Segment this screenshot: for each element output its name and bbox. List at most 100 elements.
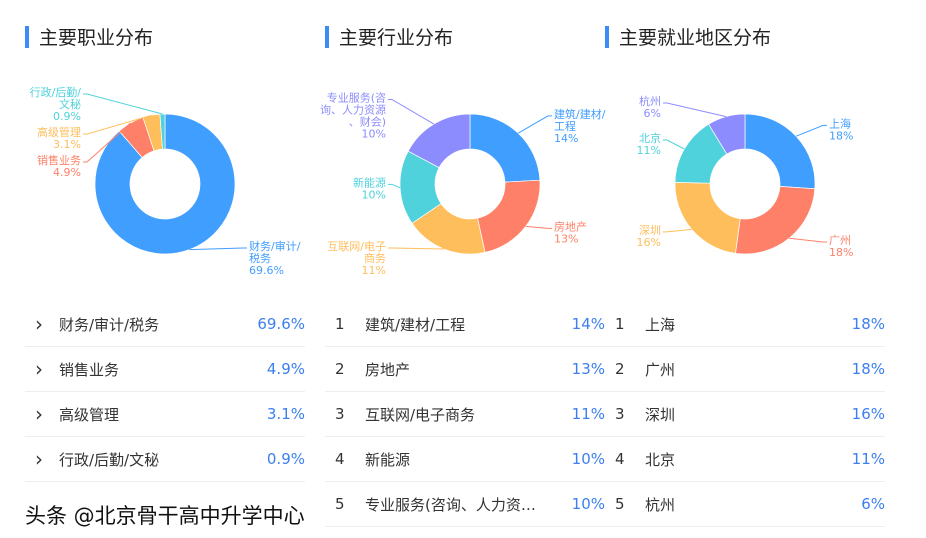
slice-label: 广州 18% <box>829 234 853 259</box>
panel-title: 主要行业分布 <box>325 26 453 50</box>
list-item[interactable]: 1 建筑/建材/工程 14% <box>325 302 605 347</box>
item-percent: 16% <box>851 405 885 423</box>
slice-label: 行政/后勤/文秘 0.9% <box>30 85 82 123</box>
chevron-right-icon: › <box>35 447 43 471</box>
list-item[interactable]: › 行政/后勤/文秘 0.9% <box>25 437 305 482</box>
list-item[interactable]: 2 房地产 13% <box>325 347 605 392</box>
list-item[interactable]: 1 上海 18% <box>605 302 885 347</box>
rank-number: 3 <box>335 405 345 423</box>
panel-industry: 主要行业分布 建筑/建材/工程 14% 房地产 13% 互联网/电子商务 11% 新能源 10… <box>320 0 615 538</box>
chevron-right-icon: › <box>35 402 43 426</box>
item-label: 新能源 <box>365 450 411 469</box>
leader-line <box>789 237 827 243</box>
item-label: 建筑/建材/工程 <box>365 315 466 334</box>
ranking-list: 1 上海 18% 2 广州 18% 3 深圳 16% 4 北京 11% 5 杭州 6% <box>605 302 885 527</box>
item-percent: 10% <box>571 450 605 468</box>
item-percent: 18% <box>851 360 885 378</box>
list-item[interactable]: 3 深圳 16% <box>605 392 885 437</box>
item-percent: 13% <box>571 360 605 378</box>
leader-line <box>83 122 131 163</box>
donut-slice[interactable] <box>469 113 541 183</box>
list-item[interactable]: › 高级管理 3.1% <box>25 392 305 437</box>
list-item[interactable]: 2 广州 18% <box>605 347 885 392</box>
chevron-right-icon: › <box>35 357 43 381</box>
slice-label: 专业服务(咨询、人力资源、财会) 10% <box>320 90 386 140</box>
donut-slice[interactable] <box>94 113 236 255</box>
ranking-list: › 财务/审计/税务 69.6% › 销售业务 4.9% › 高级管理 3.1% › 行政/后勤/文… <box>25 302 305 482</box>
slice-label: 高级管理 3.1% <box>37 125 81 151</box>
panel-title: 主要职业分布 <box>25 26 153 50</box>
slice-label: 建筑/建材/工程 14% <box>554 107 606 145</box>
item-percent: 0.9% <box>266 450 305 468</box>
rank-number: 4 <box>335 450 345 468</box>
leader-line <box>189 247 247 251</box>
donut-chart: 上海 18% 广州 18% 深圳 16% 北京 11% 杭州 6% <box>637 94 854 259</box>
slice-label: 深圳 16% <box>637 224 661 249</box>
leader-line <box>388 98 435 125</box>
item-percent: 10% <box>571 495 605 513</box>
leader-line <box>525 225 552 229</box>
item-percent: 11% <box>851 450 885 468</box>
ranking-list: 1 建筑/建材/工程 14% 2 房地产 13% 3 互联网/电子商务 11% 4 新能源 10% 5 专… <box>325 302 605 527</box>
donut-slice[interactable] <box>708 113 746 155</box>
item-percent: 6% <box>861 495 885 513</box>
donut-slice[interactable] <box>674 182 741 254</box>
list-item[interactable]: 3 互联网/电子商务 11% <box>325 392 605 437</box>
rank-number: 4 <box>615 450 625 468</box>
leader-line <box>663 102 727 118</box>
rank-number: 1 <box>335 315 345 333</box>
slice-label: 新能源 10% <box>353 175 386 201</box>
leader-line <box>517 115 552 134</box>
donut-chart: 建筑/建材/工程 14% 房地产 13% 互联网/电子商务 11% 新能源 10% 专业服务(咨… <box>320 90 606 277</box>
leader-line <box>795 124 827 137</box>
rank-number: 5 <box>335 495 345 513</box>
item-percent: 69.6% <box>257 315 305 333</box>
slice-label: 杭州 6% <box>639 94 661 120</box>
leader-line <box>388 183 401 189</box>
slice-label: 房地产 13% <box>554 219 587 245</box>
donut-chart: 财务/审计/税务 69.6% 销售业务 4.9%高级管理 3.1%行政/后勤/文秘 0.9… <box>30 85 301 277</box>
donut-slice[interactable] <box>735 186 816 255</box>
list-item[interactable]: 5 专业服务(咨询、人力资源、财会) 10% <box>325 482 605 527</box>
donut-slice[interactable] <box>407 113 471 169</box>
watermark: 头条 @北京骨干高中升学中心 <box>25 504 305 528</box>
leader-line <box>83 93 163 115</box>
rank-number: 3 <box>615 405 625 423</box>
item-label: 广州 <box>645 360 676 379</box>
donut-slice[interactable] <box>744 113 816 190</box>
item-label: 高级管理 <box>59 405 120 424</box>
leader-line <box>663 228 692 233</box>
item-label: 专业服务(咨询、人力资源、财会) <box>365 495 545 514</box>
rank-number: 2 <box>335 360 345 378</box>
item-label: 财务/审计/税务 <box>59 315 160 334</box>
list-item[interactable]: › 销售业务 4.9% <box>25 347 305 392</box>
donut-slice[interactable] <box>477 179 541 253</box>
rank-number: 5 <box>615 495 625 513</box>
list-item[interactable]: 4 北京 11% <box>605 437 885 482</box>
item-percent: 11% <box>571 405 605 423</box>
slice-label: 销售业务 4.9% <box>37 153 81 179</box>
slice-label: 互联网/电子商务 11% <box>327 240 386 277</box>
item-label: 行政/后勤/文秘 <box>59 450 160 469</box>
panel-region: 主要就业地区分布 上海 18% 广州 18% 深圳 16% 北京 11% 杭州 6% 1 上海 18%… <box>605 0 895 538</box>
slice-label: 北京 11% <box>637 131 661 157</box>
item-percent: 3.1% <box>266 405 305 423</box>
slice-label: 上海 18% <box>829 116 853 142</box>
slice-label: 财务/审计/税务 69.6% <box>249 239 301 277</box>
rank-number: 1 <box>615 315 625 333</box>
item-label: 房地产 <box>365 360 411 379</box>
item-label: 北京 <box>645 450 676 469</box>
leader-line <box>663 139 685 150</box>
item-label: 深圳 <box>645 405 676 424</box>
panel-occupation: 主要职业分布 财务/审计/税务 69.6% 销售业务 4.9% 高级管理 3.1% 行政/后… <box>25 0 315 538</box>
item-label: 杭州 <box>645 495 676 514</box>
list-item[interactable]: 5 杭州 6% <box>605 482 885 527</box>
leader-line <box>388 247 445 250</box>
item-percent: 18% <box>851 315 885 333</box>
panel-title: 主要就业地区分布 <box>605 26 771 50</box>
item-label: 销售业务 <box>59 360 120 379</box>
list-item[interactable]: 4 新能源 10% <box>325 437 605 482</box>
list-item[interactable]: › 财务/审计/税务 69.6% <box>25 302 305 347</box>
item-label: 上海 <box>645 315 676 334</box>
leader-line <box>83 114 152 135</box>
